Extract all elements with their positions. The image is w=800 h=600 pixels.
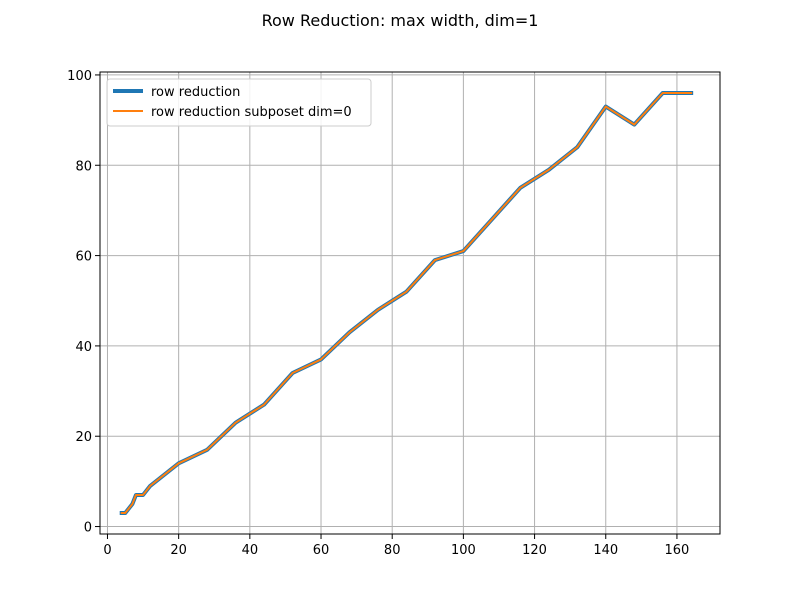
legend-label-1: row reduction	[151, 85, 240, 100]
x-tick-label: 100	[451, 543, 476, 558]
series-layer	[119, 91, 694, 515]
y-tick-label: 60	[75, 250, 92, 265]
chart-title: Row Reduction: max width, dim=1	[262, 11, 539, 30]
x-tick-label: 0	[103, 543, 111, 558]
grid-layer	[100, 72, 720, 534]
tick-layer: 0 20 40 60 80 100 120 140 160 0 20 40 60 80 100	[67, 69, 689, 558]
series-line-2	[120, 92, 693, 514]
legend-box	[106, 78, 372, 127]
legend: row reduction row reduction subposet dim=…	[106, 78, 372, 127]
x-tick-label: 160	[665, 543, 690, 558]
legend-label-2: row reduction subposet dim=0	[151, 105, 352, 120]
x-tick-label: 20	[170, 543, 187, 558]
y-tick-label: 80	[75, 159, 92, 174]
y-tick-label: 0	[84, 521, 92, 536]
plot-frame	[99, 71, 721, 535]
x-tick-label: 120	[522, 543, 547, 558]
x-tick-label: 40	[242, 543, 259, 558]
y-tick-label: 100	[67, 69, 92, 84]
x-tick-label: 140	[593, 543, 618, 558]
plot-area	[100, 72, 720, 534]
x-tick-label: 80	[384, 543, 401, 558]
y-tick-label: 20	[75, 430, 92, 445]
x-tick-label: 60	[313, 543, 330, 558]
y-tick-label: 40	[75, 340, 92, 355]
